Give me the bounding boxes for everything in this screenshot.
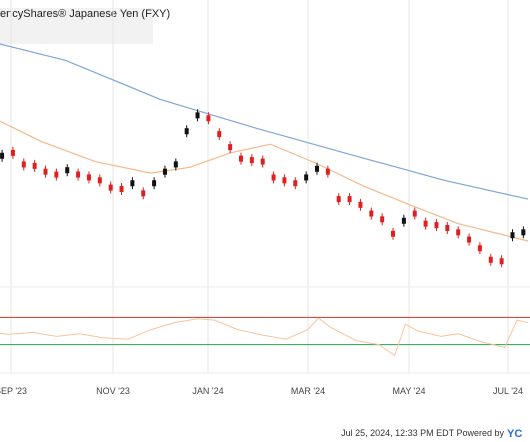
footer: Jul 25, 2024, 12:33 PM EDT Powered by YC bbox=[341, 428, 522, 440]
candle bbox=[477, 245, 482, 252]
x-tick-label: MAY '24 bbox=[393, 386, 426, 396]
candle bbox=[10, 149, 15, 156]
footer-timestamp: Jul 25, 2024, 12:33 PM EDT Powered by bbox=[341, 428, 504, 438]
candle bbox=[65, 167, 70, 174]
candle bbox=[195, 112, 200, 119]
candle bbox=[43, 168, 48, 175]
x-tick-label: MAR '24 bbox=[291, 386, 325, 396]
candle bbox=[217, 131, 222, 138]
candle bbox=[206, 115, 211, 122]
chart-header: encyShares® Japanese Yen (FXY) bbox=[0, 8, 170, 44]
candle bbox=[401, 217, 406, 224]
candle bbox=[347, 196, 352, 203]
candle bbox=[249, 157, 254, 164]
rsi-pane bbox=[0, 316, 530, 357]
sma-long-line bbox=[0, 43, 529, 200]
candle bbox=[293, 180, 298, 187]
candle bbox=[130, 180, 135, 187]
candle bbox=[488, 256, 493, 263]
candle bbox=[21, 161, 26, 168]
candle bbox=[325, 168, 330, 175]
candle bbox=[238, 155, 243, 162]
rsi-line bbox=[0, 317, 529, 357]
candle bbox=[445, 225, 450, 231]
candle bbox=[434, 222, 439, 229]
candle bbox=[423, 220, 428, 227]
brand-logo: YC bbox=[507, 428, 522, 440]
candle bbox=[412, 210, 417, 217]
sma-short-line bbox=[0, 120, 529, 242]
candle bbox=[282, 177, 287, 184]
candle bbox=[32, 162, 37, 169]
gridlines bbox=[10, 0, 509, 373]
candle bbox=[521, 229, 526, 236]
candle bbox=[228, 144, 233, 151]
title-box bbox=[0, 8, 153, 44]
candle bbox=[260, 158, 265, 165]
candle bbox=[86, 174, 91, 181]
candle bbox=[54, 171, 59, 178]
candle bbox=[97, 177, 102, 184]
candles bbox=[0, 109, 526, 268]
x-tick-label: JUL '24 bbox=[493, 386, 523, 396]
candle bbox=[152, 180, 157, 187]
x-axis: SEP '23 NOV '23 JAN '24 MAR '24 MAY '24 … bbox=[0, 386, 523, 396]
candle bbox=[510, 232, 515, 239]
x-tick-label: SEP '23 bbox=[0, 386, 27, 396]
candle bbox=[184, 128, 189, 135]
candle bbox=[141, 190, 146, 197]
candle bbox=[456, 229, 461, 236]
candle bbox=[271, 174, 276, 181]
candle bbox=[391, 230, 396, 237]
candle bbox=[76, 171, 81, 178]
x-tick-label: JAN '24 bbox=[192, 386, 223, 396]
candle bbox=[499, 258, 504, 265]
candle bbox=[108, 184, 113, 191]
candle bbox=[315, 165, 320, 172]
chart-title: encyShares® Japanese Yen (FXY) bbox=[0, 8, 170, 20]
candle bbox=[467, 236, 472, 243]
candle bbox=[0, 152, 5, 159]
candle bbox=[358, 201, 363, 208]
candle bbox=[304, 174, 309, 181]
candle bbox=[162, 168, 167, 175]
x-tick-label: NOV '23 bbox=[96, 386, 130, 396]
candle bbox=[119, 186, 124, 192]
candle bbox=[380, 216, 385, 223]
price-pane bbox=[0, 43, 529, 268]
candle bbox=[369, 210, 374, 217]
candle bbox=[336, 196, 341, 203]
candle bbox=[173, 161, 178, 168]
